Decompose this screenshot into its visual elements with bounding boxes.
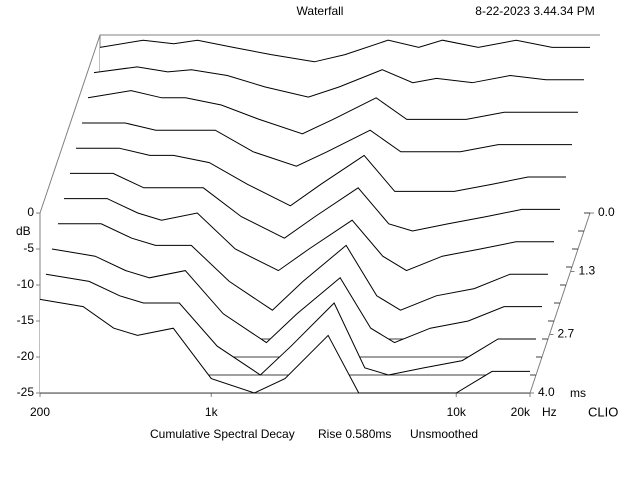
t-tick-label: 2.7 [558, 327, 575, 341]
y-label: dB [16, 224, 31, 238]
slice-curve [39, 298, 530, 394]
slice-curve [45, 273, 536, 376]
timestamp: 8-22-2023 3.44.34 PM [475, 4, 594, 18]
x-tick-label: 20k [511, 405, 531, 419]
footer-text: Cumulative Spectral Decay [150, 427, 295, 441]
slice-curve [76, 147, 566, 207]
slice-curve [93, 66, 584, 98]
slice-curve [64, 198, 554, 272]
brand: CLIO [588, 404, 618, 419]
x-tick-label: 200 [30, 405, 50, 419]
x-unit: Hz [542, 405, 557, 419]
slice-curve [87, 90, 578, 135]
x-tick-label: 10k [447, 405, 467, 419]
t-tick-label: 4.0 [538, 385, 555, 399]
slice-curve [82, 122, 572, 167]
t-unit: ms [570, 386, 586, 400]
y-tick-label: -15 [17, 313, 35, 327]
footer-text: Rise 0.580ms [318, 427, 391, 441]
footer-text: Unsmoothed [410, 427, 478, 441]
t-tick-label: 0.0 [598, 205, 615, 219]
slice-curve [99, 39, 590, 63]
y-tick-label: 0 [27, 205, 34, 219]
slice-curve [70, 172, 560, 239]
slice-curve [58, 223, 548, 311]
y-tick-label: -25 [17, 385, 35, 399]
y-tick-label: -20 [17, 349, 35, 363]
slice-fill [40, 299, 530, 393]
slice-curve [51, 248, 542, 344]
y-tick-label: -10 [17, 277, 35, 291]
y-tick-label: -5 [23, 241, 34, 255]
x-tick-label: 1k [205, 405, 219, 419]
chart-title: Waterfall [297, 4, 344, 18]
t-tick-label: 1.3 [579, 264, 596, 278]
